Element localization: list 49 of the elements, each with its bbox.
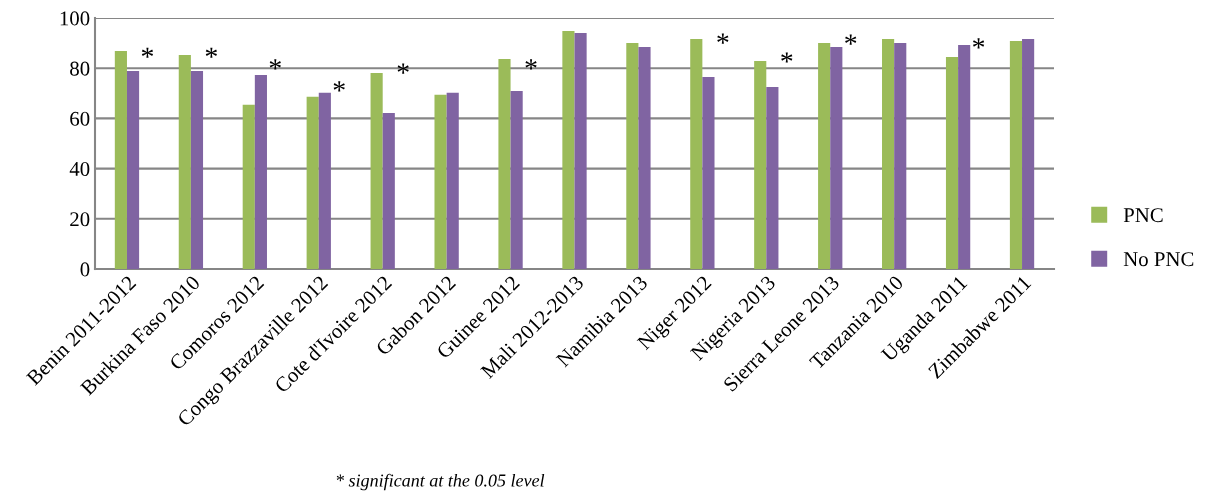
bar <box>446 92 459 269</box>
legend-label: PNC <box>1123 208 1163 223</box>
annotation: * <box>333 81 345 92</box>
bar <box>945 56 959 269</box>
bar <box>1009 41 1023 269</box>
text: * significant at the 0.05 level <box>336 473 545 491</box>
bar <box>958 45 971 269</box>
bar <box>574 33 587 269</box>
bar <box>190 70 204 269</box>
bar <box>254 74 267 269</box>
y-tick-label: 0 <box>80 262 90 277</box>
bar <box>882 39 895 269</box>
annotation: * <box>972 38 985 49</box>
annotation: * <box>525 59 537 70</box>
annotation: * <box>269 59 281 70</box>
bar <box>114 50 127 269</box>
bar <box>1022 39 1035 269</box>
bar <box>178 54 191 269</box>
y-tick-label: 20 <box>70 212 90 227</box>
bar <box>638 47 651 269</box>
bar <box>318 92 331 269</box>
bar <box>510 91 523 269</box>
bar <box>690 39 703 269</box>
annotation: * <box>781 52 793 63</box>
bar <box>126 70 140 269</box>
bar <box>818 43 831 269</box>
bar <box>766 87 779 269</box>
annotation: * <box>845 34 857 45</box>
bar <box>306 96 319 269</box>
annotation: * <box>397 63 409 74</box>
annotation: * <box>717 33 729 44</box>
bar <box>370 72 383 269</box>
annotation: * <box>205 47 217 58</box>
legend-label: No PNC <box>1123 252 1194 267</box>
y-tick-label: 100 <box>60 11 90 26</box>
y-tick-label: 40 <box>69 161 90 177</box>
bar <box>498 58 511 269</box>
y-tick-label: 80 <box>70 61 90 76</box>
bar <box>754 60 767 269</box>
y-tick-label: 60 <box>70 111 90 126</box>
bar <box>894 43 907 269</box>
annotation: * <box>141 47 154 58</box>
bar <box>702 76 715 269</box>
bar <box>562 31 575 269</box>
bar <box>830 47 843 269</box>
bar <box>242 104 255 269</box>
bar <box>626 43 639 269</box>
bar <box>382 112 395 269</box>
bar <box>434 94 447 269</box>
